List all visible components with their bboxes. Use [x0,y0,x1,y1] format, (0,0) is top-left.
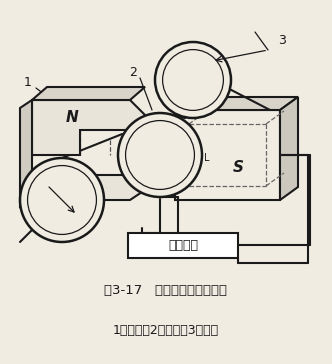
Polygon shape [175,97,298,110]
Text: 测量仪表: 测量仪表 [168,239,198,252]
Circle shape [155,42,231,118]
Text: 3: 3 [278,33,286,47]
Text: N: N [66,111,78,126]
Text: 2: 2 [129,66,137,79]
Polygon shape [175,110,280,200]
Text: 1: 1 [24,75,32,88]
Polygon shape [280,97,298,200]
Polygon shape [128,233,238,258]
Text: 图3-17   电磁流量计原理简图: 图3-17 电磁流量计原理简图 [105,284,227,297]
Circle shape [20,158,104,242]
Polygon shape [32,87,145,100]
Polygon shape [32,100,145,155]
Polygon shape [32,162,145,200]
Polygon shape [20,100,32,208]
Text: L: L [204,153,210,163]
Text: 1－磁极；2－电极；3－管道: 1－磁极；2－电极；3－管道 [113,324,219,336]
Circle shape [118,113,202,197]
Text: S: S [232,161,243,175]
